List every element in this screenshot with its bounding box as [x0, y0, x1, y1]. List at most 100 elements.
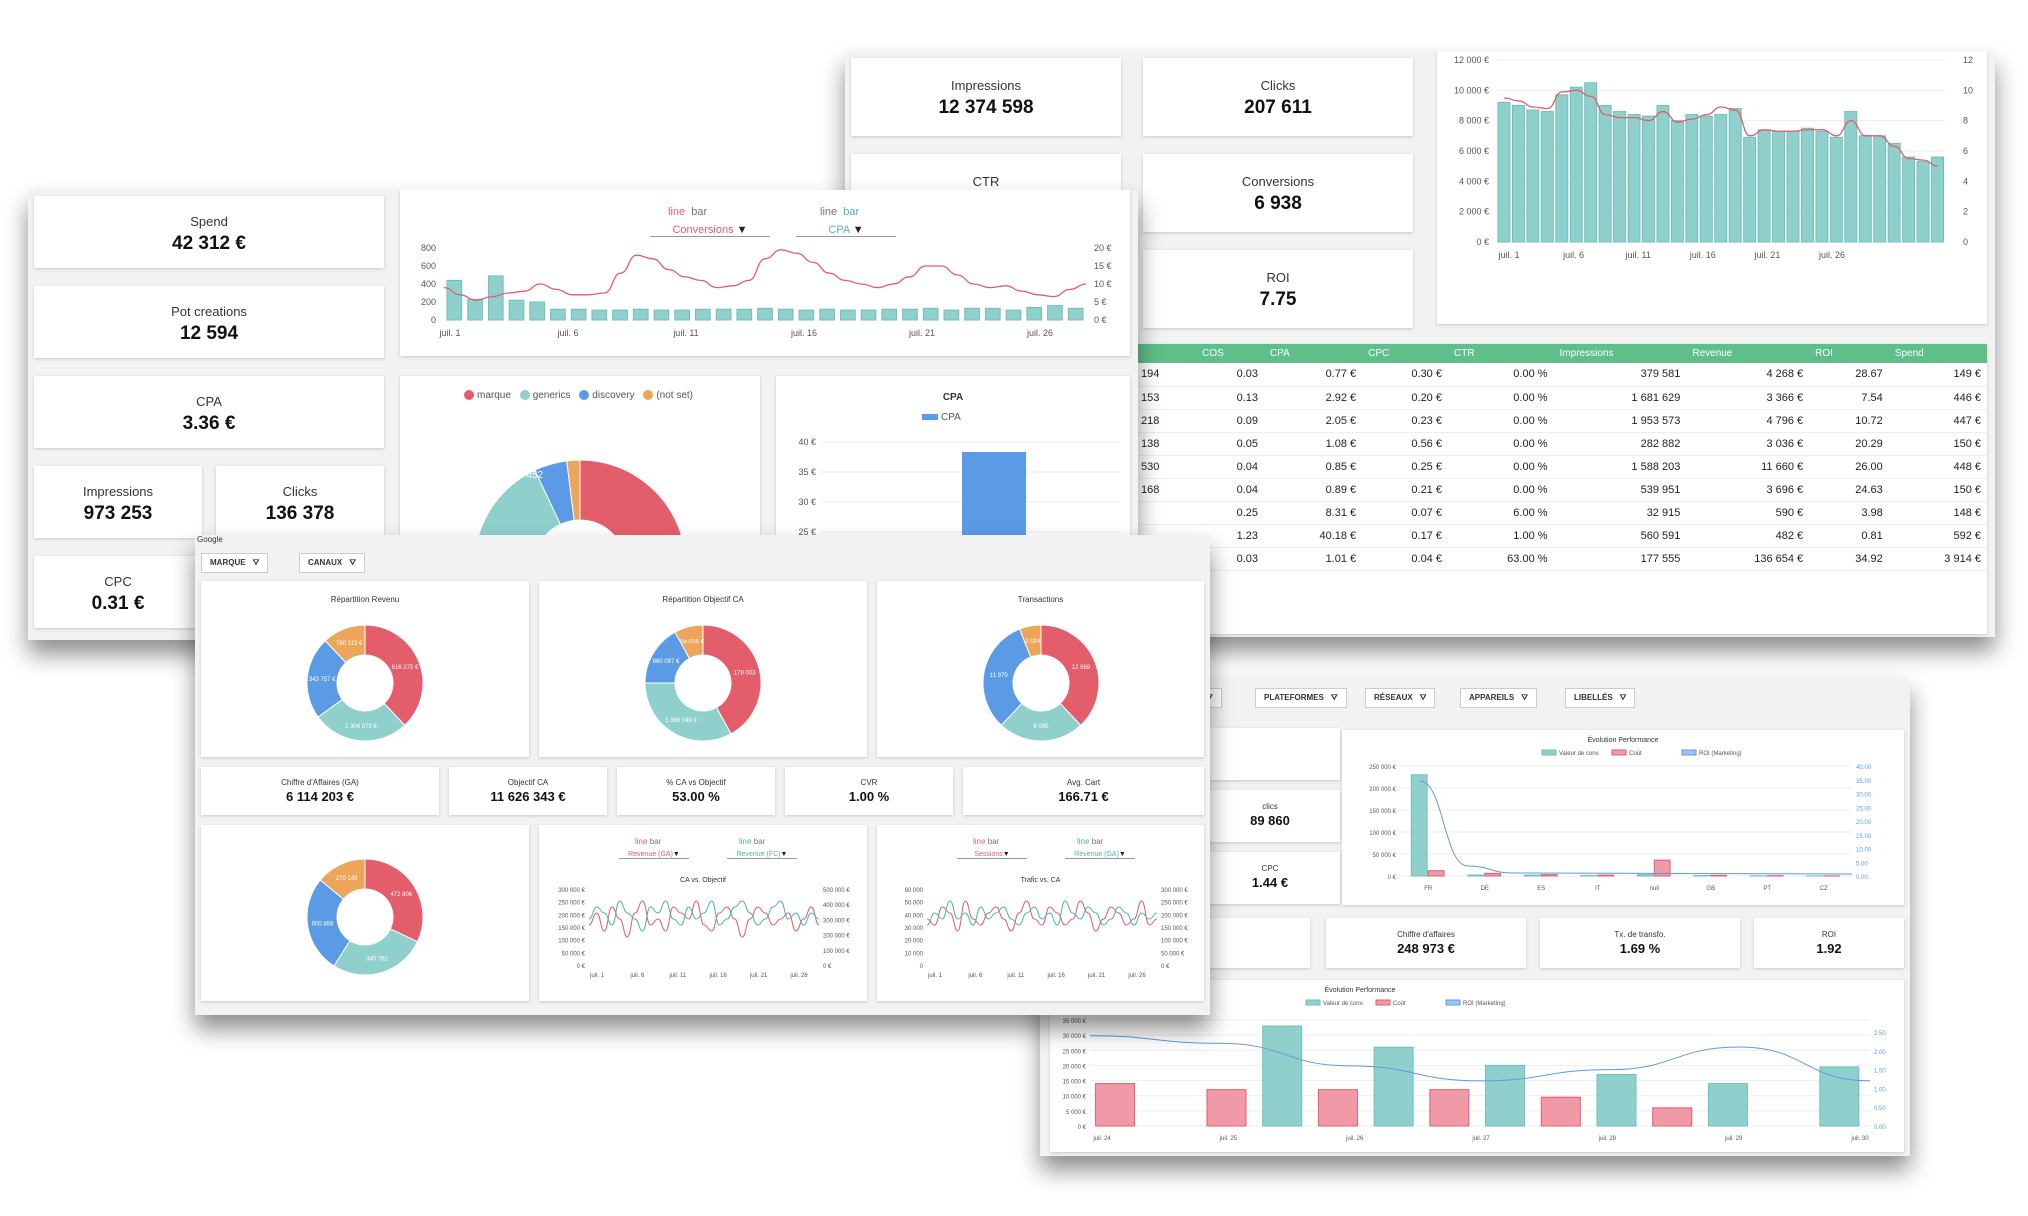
toggle-line[interactable]: line	[1077, 837, 1090, 846]
y2-tick-label: 300 000 €	[1161, 888, 1188, 894]
table-header-cell[interactable]	[1135, 344, 1197, 363]
toggle-line-bar-right[interactable]: line bar	[739, 837, 765, 846]
filter-dropdown-appareils[interactable]: APPAREILS ⛛	[1460, 688, 1537, 708]
table-header-cell[interactable]: CPC	[1362, 344, 1448, 363]
bar	[881, 308, 898, 321]
kpi-label: Chiffre d'Affaires (GA)	[281, 778, 359, 787]
toggle-line[interactable]: line	[635, 837, 648, 846]
toggle-line-bar-left[interactable]: line bar	[668, 206, 707, 218]
metric-select-left[interactable]: Sessions▼	[957, 851, 1027, 859]
metric-select-right[interactable]: CPA ▼	[796, 224, 896, 237]
toggle-line[interactable]: line	[820, 206, 838, 218]
kpi-card-clicks: Clicks 207 611	[1143, 58, 1413, 136]
table-cell: 149 €	[1888, 363, 1987, 387]
toggle-line[interactable]: line	[668, 206, 686, 218]
conversions-cpa-chart: line bar line bar Conversions ▼ CPA ▼ 80…	[400, 190, 1130, 356]
y-tick-label: 200 000 €	[558, 913, 585, 919]
toggle-bar[interactable]: bar	[649, 837, 662, 846]
metric-select-right[interactable]: Revenue (FC)▼	[727, 851, 797, 859]
table-cell: 560 591	[1553, 524, 1687, 548]
toggle-bar[interactable]: bar	[753, 837, 766, 846]
table-cell: 153	[1135, 386, 1197, 410]
toggle-line-bar-right[interactable]: line bar	[1077, 837, 1103, 846]
table-cell: 1.00 %	[1447, 524, 1554, 548]
slice-label: 12 869	[1072, 665, 1091, 671]
line-chart-trafic-vs-ca: line bar line bar Sessions▼ Revenue (GA)…	[877, 825, 1204, 1001]
slice-label: 900 858	[312, 922, 334, 928]
table-header-cell[interactable]: CPA	[1264, 344, 1363, 363]
bar	[1757, 129, 1771, 243]
slice-label: 345 762	[366, 956, 388, 962]
x-tick-label: juil. 30	[1850, 1136, 1869, 1142]
legend-label: generics	[532, 390, 571, 401]
y-tick-label: 30 000	[905, 926, 924, 932]
y2-tick-label: 0.00	[1874, 1125, 1886, 1131]
table-cell: 0.03	[1196, 363, 1265, 387]
toggle-line-bar-left[interactable]: line bar	[635, 837, 661, 846]
table-cell: 0.77 €	[1264, 363, 1363, 387]
metric-select-right[interactable]: Revenue (GA)▼	[1065, 851, 1135, 859]
table-cell: 26.00	[1809, 455, 1889, 479]
y-tick-label: 6 000 €	[1459, 146, 1489, 156]
kpi-card-impressions: Impressions 12 374 598	[851, 58, 1121, 136]
table-header-cell[interactable]: Impressions	[1553, 344, 1687, 363]
x-tick-label: juil. 26	[1026, 328, 1053, 338]
filter-dropdown-canaux[interactable]: CANAUX ⛛	[299, 553, 365, 573]
x-tick-label: juil. 1	[438, 328, 460, 338]
toggle-bar[interactable]: bar	[691, 206, 708, 218]
y2-tick-label: 500 000 €	[823, 888, 850, 894]
pie-svg: 178 003 5 366 049 € 860 097 € 5e-005 €	[644, 624, 762, 742]
toggle-bar[interactable]: bar	[1091, 837, 1104, 846]
bar	[819, 308, 835, 321]
bar	[1800, 127, 1814, 243]
y-tick-label: 15 000 €	[1063, 1080, 1087, 1086]
table-cell: 1 588 203	[1553, 455, 1687, 479]
donut-slice	[317, 698, 406, 742]
table-cell: 63.00 %	[1447, 547, 1554, 571]
x-tick-label: juil. 26	[1345, 1136, 1364, 1142]
y2-tick-label: 5.00	[1856, 861, 1868, 867]
kpi-value: 207 611	[1244, 97, 1312, 118]
table-header-cell[interactable]: CTR	[1447, 344, 1554, 363]
x-tick-label: juil. 6	[556, 328, 578, 338]
metric-select-left[interactable]: Conversions ▼	[650, 224, 770, 237]
toggle-bar[interactable]: bar	[843, 206, 860, 218]
filter-dropdown-reseaux[interactable]: RÉSEAUX ⛛	[1365, 688, 1436, 708]
filter-dropdown-marque[interactable]: MARQUE ⛛	[201, 553, 269, 573]
kpi-value: 1.00 %	[848, 789, 890, 804]
bar	[674, 309, 691, 321]
x-tick-label: juil. 1	[1497, 250, 1519, 260]
y-tick-label: 10 000 €	[1063, 1095, 1087, 1101]
revenue-roi-chart-svg: 12 000 € 10 000 € 8 000 € 6 000 € 4 000 € 2 0…	[1454, 55, 1973, 260]
x-tick-label: juil. 21	[1087, 973, 1106, 979]
table-header-cell[interactable]: COS	[1196, 344, 1265, 363]
bar	[1858, 135, 1872, 243]
bar	[1844, 111, 1858, 243]
x-tick-label: juil. 16	[1689, 250, 1716, 260]
slice-label: 32	[577, 434, 587, 444]
bar	[1047, 305, 1063, 321]
kpi-label: CPC	[104, 574, 132, 589]
y-tick-label: 20 000 €	[1063, 1064, 1087, 1070]
revenue-roi-chart: 12 000 € 10 000 € 8 000 € 6 000 € 4 000 € 2 0…	[1437, 52, 1987, 324]
legend-label: marque	[477, 390, 511, 401]
toggle-line-bar-left[interactable]: line bar	[973, 837, 999, 846]
chart-title: Évolution Performance	[1325, 985, 1396, 994]
table-header-cell[interactable]: Spend	[1888, 344, 1987, 363]
metric-select-left[interactable]: Revenue (GA)▼	[619, 851, 689, 859]
filter-dropdown-libelles[interactable]: LIBELLÉS ⛛	[1565, 688, 1636, 708]
bar	[1526, 109, 1540, 243]
filter-dropdown-platformes[interactable]: PLATEFORMES ⛛	[1255, 688, 1347, 708]
y-tick-label: 25 €	[798, 527, 816, 537]
toggle-line[interactable]: line	[973, 837, 986, 846]
table-row: 0.03 1.01 €0.04 €63.00 % 177 555 136 654 €3…	[1135, 547, 1987, 571]
bar	[715, 308, 732, 321]
table-header-cell[interactable]: ROI	[1809, 344, 1889, 363]
bar	[1815, 130, 1829, 243]
donut-slice	[644, 682, 732, 742]
toggle-bar[interactable]: bar	[987, 837, 1000, 846]
bar-cout	[1652, 1107, 1693, 1127]
toggle-line-bar-right[interactable]: line bar	[820, 206, 859, 218]
toggle-line[interactable]: line	[739, 837, 752, 846]
table-header-cell[interactable]: Revenue	[1686, 344, 1810, 363]
